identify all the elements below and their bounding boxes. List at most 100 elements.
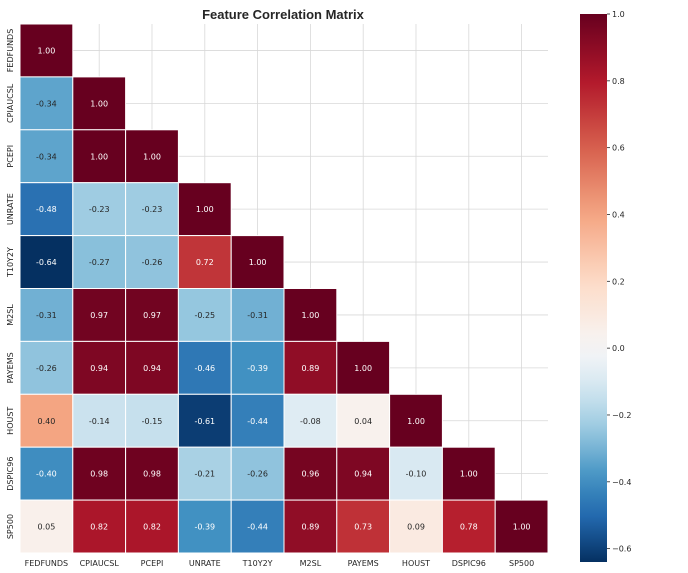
cell-value-label: -0.21: [194, 470, 215, 479]
cell-value-label: -0.31: [36, 311, 57, 320]
heatmap-cell: [125, 182, 179, 237]
heatmap-cell: [19, 446, 74, 501]
cell-value-label: -0.26: [247, 470, 268, 479]
cell-value-label: 1.00: [249, 258, 267, 267]
cell-value-label: 0.72: [196, 258, 214, 267]
cell-value-label: 0.04: [354, 417, 372, 426]
y-tick-label: M2SL: [6, 304, 15, 326]
colorbar-tick-label: 0.0: [612, 344, 625, 353]
cell-value-label: 0.09: [407, 523, 425, 532]
x-tick-label: PCEPI: [141, 559, 164, 568]
heatmap-cell: [336, 340, 391, 395]
cell-value-label: -0.61: [194, 417, 215, 426]
cell-value-label: -0.25: [194, 311, 215, 320]
cell-value-label: 0.96: [301, 470, 319, 479]
cell-value-label: 0.82: [143, 523, 161, 532]
x-tick-label: FEDFUNDS: [25, 559, 69, 568]
heatmap-cell: [19, 129, 74, 184]
y-tick-label: UNRATE: [6, 193, 15, 225]
cell-value-label: -0.31: [247, 311, 268, 320]
cell-value-label: -0.64: [36, 258, 57, 267]
cell-value-label: 1.00: [354, 364, 372, 373]
cell-value-label: 0.94: [90, 364, 108, 373]
colorbar-tick-label: −0.4: [612, 478, 631, 487]
cell-value-label: -0.10: [406, 470, 427, 479]
y-tick-label: DSPIC96: [6, 457, 15, 491]
heatmap-cell: [494, 499, 549, 554]
colorbar-tick-label: 0.8: [612, 77, 625, 86]
heatmap-cell: [72, 340, 127, 395]
y-tick-label: PAYEMS: [6, 352, 15, 383]
heatmap-cell: [441, 499, 496, 554]
cell-value-label: 0.89: [301, 523, 319, 532]
heatmap-cell: [336, 446, 391, 501]
cell-value-label: 0.82: [90, 523, 108, 532]
heatmap-cells: 1.00 -0.34 1.00 -0.34 1.00 1.00 -0.48 -0.23 -0.2…: [19, 23, 549, 554]
heatmap-cell: [230, 288, 285, 342]
heatmap-cell: [19, 23, 74, 78]
heatmap-cell: [72, 499, 127, 554]
colorbar-tick-label: 0.6: [612, 144, 625, 153]
cell-value-label: -0.39: [194, 523, 215, 532]
cell-value-label: -0.14: [89, 417, 110, 426]
heatmap-cell: [19, 499, 74, 554]
cell-value-label: -0.08: [300, 417, 321, 426]
heatmap-cell: [19, 340, 74, 395]
colorbar: 1.0 0.8 0.6 0.4 0.2 0.0 −0.2 −0.4 −0.6: [580, 10, 631, 562]
cell-value-label: 1.00: [513, 523, 531, 532]
heatmap-cell: [283, 499, 338, 554]
heatmap-cell: [230, 499, 285, 554]
y-tick-label: HOUST: [6, 407, 15, 435]
heatmap-cell: [441, 446, 496, 501]
cell-value-label: 0.73: [354, 523, 372, 532]
x-tick-label: HOUST: [402, 559, 430, 568]
cell-value-label: 1.00: [196, 205, 214, 214]
cell-value-label: 1.00: [460, 470, 478, 479]
heatmap-cell: [19, 393, 74, 448]
cell-value-label: 0.98: [90, 470, 108, 479]
cell-value-label: -0.23: [142, 205, 163, 214]
cell-value-label: 1.00: [37, 46, 55, 55]
cell-value-label: 1.00: [143, 152, 161, 161]
heatmap-cell: [177, 499, 232, 554]
chart-title: Feature Correlation Matrix: [202, 7, 365, 22]
cell-value-label: -0.26: [36, 364, 57, 373]
cell-value-label: -0.15: [142, 417, 163, 426]
cell-value-label: 1.00: [407, 417, 425, 426]
heatmap-cell: [125, 129, 179, 184]
heatmap-cell: [336, 499, 391, 554]
heatmap-cell: [125, 393, 179, 448]
heatmap-cell: [177, 182, 232, 237]
heatmap-cell: [72, 393, 127, 448]
cell-value-label: 0.97: [90, 311, 108, 320]
cell-value-label: -0.46: [194, 364, 215, 373]
colorbar-tick-label: 0.2: [612, 277, 625, 286]
x-tick-label: SP500: [509, 559, 534, 568]
cell-value-label: -0.39: [247, 364, 268, 373]
cell-value-label: 0.97: [143, 311, 161, 320]
y-tick-label: FEDFUNDS: [6, 29, 15, 72]
colorbar-tick-label: −0.2: [612, 411, 631, 420]
heatmap-cell: [283, 288, 338, 342]
heatmap-cell: [72, 129, 127, 184]
cell-value-label: 0.98: [143, 470, 161, 479]
x-tick-label: UNRATE: [189, 559, 221, 568]
cell-value-label: -0.44: [247, 417, 268, 426]
cell-value-label: 0.05: [37, 523, 55, 532]
cell-value-label: 1.00: [90, 99, 108, 108]
heatmap-cell: [125, 446, 179, 501]
cell-value-label: 0.40: [37, 417, 55, 426]
cell-value-label: 0.94: [354, 470, 372, 479]
heatmap-cell: [283, 340, 338, 395]
heatmap-cell: [230, 446, 285, 501]
x-tick-label: M2SL: [300, 559, 322, 568]
cell-value-label: -0.44: [247, 523, 268, 532]
heatmap-cell: [177, 340, 232, 395]
cell-value-label: -0.34: [36, 152, 57, 161]
y-tick-label: PCEPI: [6, 145, 15, 168]
cell-value-label: -0.48: [36, 205, 57, 214]
colorbar-tick-label: 1.0: [612, 10, 625, 19]
y-tick-label: T10Y2Y: [6, 247, 15, 278]
x-tick-label: CPIAUCSL: [80, 559, 120, 568]
cell-value-label: 0.94: [143, 364, 161, 373]
